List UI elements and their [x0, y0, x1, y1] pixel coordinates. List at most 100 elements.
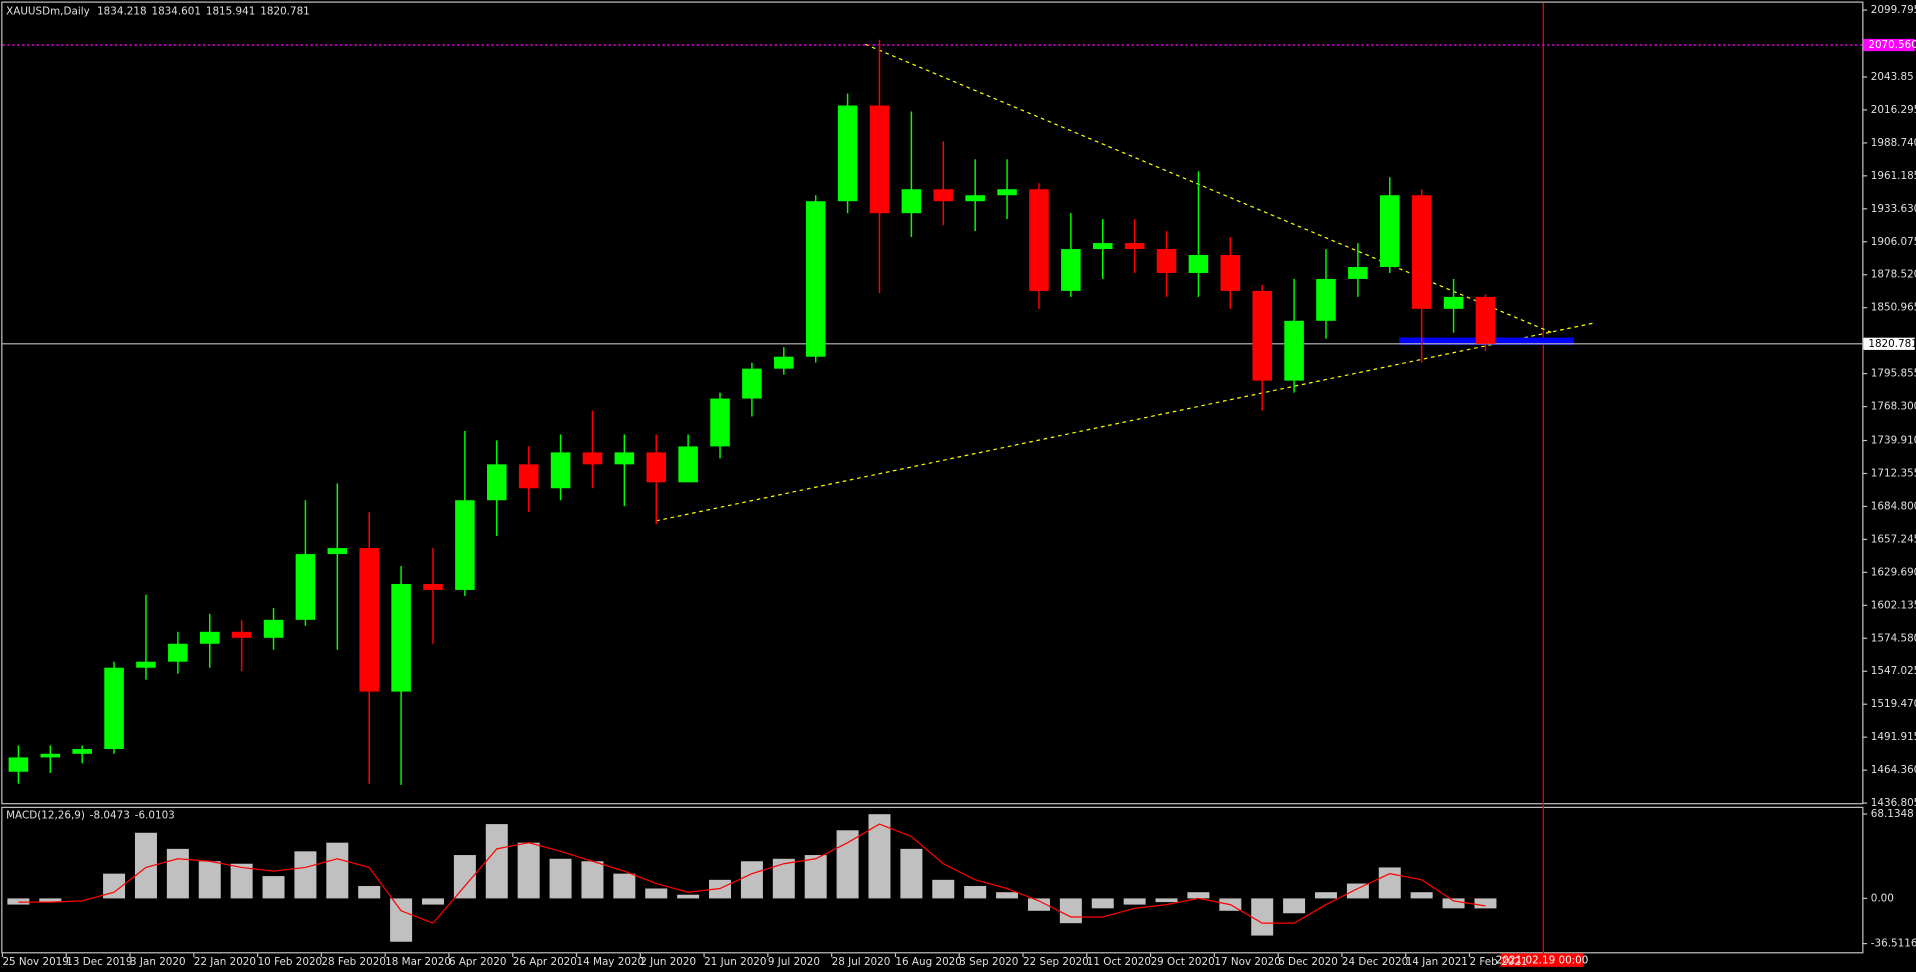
x-tick-label: 11 Oct 2020 [1087, 956, 1151, 968]
candle-body [1124, 243, 1145, 250]
macd-bar [868, 814, 891, 899]
candle-body [136, 661, 156, 668]
candle-body [391, 583, 411, 692]
candle-body [327, 548, 348, 555]
y-tick-label: 1519.470 [1871, 698, 1916, 710]
macd-bar [1346, 883, 1369, 899]
y-tick-label: 1657.245 [1871, 533, 1916, 545]
x-tick-label: 18 Mar 2020 [385, 956, 451, 968]
level-label: 2070.560 [1868, 39, 1916, 51]
last-price-label: 1820.781 [1868, 338, 1916, 350]
macd-bar [1410, 892, 1433, 899]
x-tick-label: 21 Jun 2020 [704, 956, 766, 968]
candle-body [40, 753, 61, 758]
candle-body [742, 368, 762, 399]
candle-body [997, 189, 1017, 196]
macd-bar [326, 842, 349, 899]
candle-body [1379, 195, 1400, 267]
macd-bar [677, 894, 700, 899]
macd-bar [740, 861, 763, 899]
header-value: 1820.781 [260, 5, 310, 17]
y-tick-label: 1712.355 [1871, 467, 1916, 479]
macd-bar [517, 842, 540, 899]
macd-bar [1378, 867, 1401, 899]
macd-bar [1123, 898, 1146, 905]
header-value: 1834.601 [151, 5, 201, 17]
x-tick-label: 14 May 2020 [577, 956, 645, 968]
x-tick-label: 6 Dec 2020 [1278, 956, 1338, 968]
candle-body [1348, 266, 1368, 279]
candle-body [1411, 195, 1432, 309]
x-tick-label: 16 Aug 2020 [895, 956, 961, 968]
macd-title: MACD(12,26,9) [6, 809, 85, 821]
candle-body [1156, 249, 1177, 273]
y-tick-label: 1768.300 [1871, 401, 1916, 413]
macd-bar [1474, 898, 1497, 909]
candle-body [1284, 320, 1304, 381]
candle-body [869, 105, 890, 214]
y-tick-label: 1933.630 [1871, 203, 1916, 215]
x-tick-label: 2 Jun 2020 [640, 956, 696, 968]
candle-body [8, 757, 29, 772]
candle-body [1252, 290, 1272, 381]
x-tick-label: 3 Jan 2020 [130, 956, 186, 968]
y-tick-label: 1906.075 [1871, 236, 1916, 248]
macd-bar [166, 848, 189, 899]
macd-bar [613, 873, 636, 899]
candle-body [423, 583, 443, 590]
candle-body [199, 631, 220, 644]
y-tick-label: 1436.805 [1871, 797, 1916, 809]
macd-bar [1187, 892, 1210, 899]
y-tick-label: 1878.520 [1871, 269, 1916, 281]
candle-body [168, 643, 188, 662]
macd-bar [485, 824, 508, 899]
y-tick-label: -36.5116 [1871, 938, 1916, 950]
macd-bar [709, 879, 732, 899]
last-price-box [1863, 337, 1915, 350]
macd-bar [262, 876, 285, 899]
candle-body [263, 619, 284, 638]
y-tick-label: 1491.915 [1871, 731, 1916, 743]
y-tick-label: 1602.135 [1871, 599, 1916, 611]
macd-bar [932, 879, 955, 899]
candle-body [1029, 189, 1049, 291]
macd-bar [645, 888, 668, 899]
candle-body [1316, 278, 1336, 321]
x-tick-label: 26 Apr 2020 [513, 956, 577, 968]
y-tick-label: 1629.690 [1871, 566, 1916, 578]
candle-body [614, 452, 635, 465]
macd-bar [1283, 898, 1306, 914]
macd-bar [7, 898, 30, 905]
macd-bar [1059, 898, 1082, 924]
macd-bar [1251, 898, 1274, 936]
x-tick-label: 2 Feb 2021 [1470, 956, 1528, 968]
macd-bar [836, 830, 859, 899]
y-tick-label: 2016.295 [1871, 104, 1916, 116]
cursor-label-box [1500, 953, 1584, 967]
macd-bar [996, 892, 1019, 899]
y-tick-label: 1795.855 [1871, 368, 1916, 380]
x-tick-label: 14 Jan 2021 [1406, 956, 1468, 968]
macd-bar [358, 886, 381, 899]
macd-bar [804, 855, 827, 899]
chart-title: XAUUSDm,Daily [6, 5, 90, 17]
macd-pane-frame [1, 806, 1864, 954]
y-tick-label: 1684.800 [1871, 500, 1916, 512]
candle-body [774, 356, 794, 369]
header-value: 1834.218 [97, 5, 147, 17]
y-tick-label: 1547.025 [1871, 665, 1916, 677]
macd-bar [549, 858, 572, 899]
candle-body [518, 464, 539, 489]
macd-bar [453, 855, 476, 899]
candle-body [1092, 243, 1113, 250]
macd-signal [18, 823, 1486, 924]
candle-body [901, 189, 922, 214]
macd-bar [1155, 898, 1178, 903]
y-tick-label: 1850.965 [1871, 302, 1916, 314]
cursor-label: 2021.02.19 00:00 [1496, 955, 1589, 967]
macd-bar [900, 848, 923, 899]
candle-body [837, 105, 858, 202]
macd-bar [964, 886, 987, 899]
